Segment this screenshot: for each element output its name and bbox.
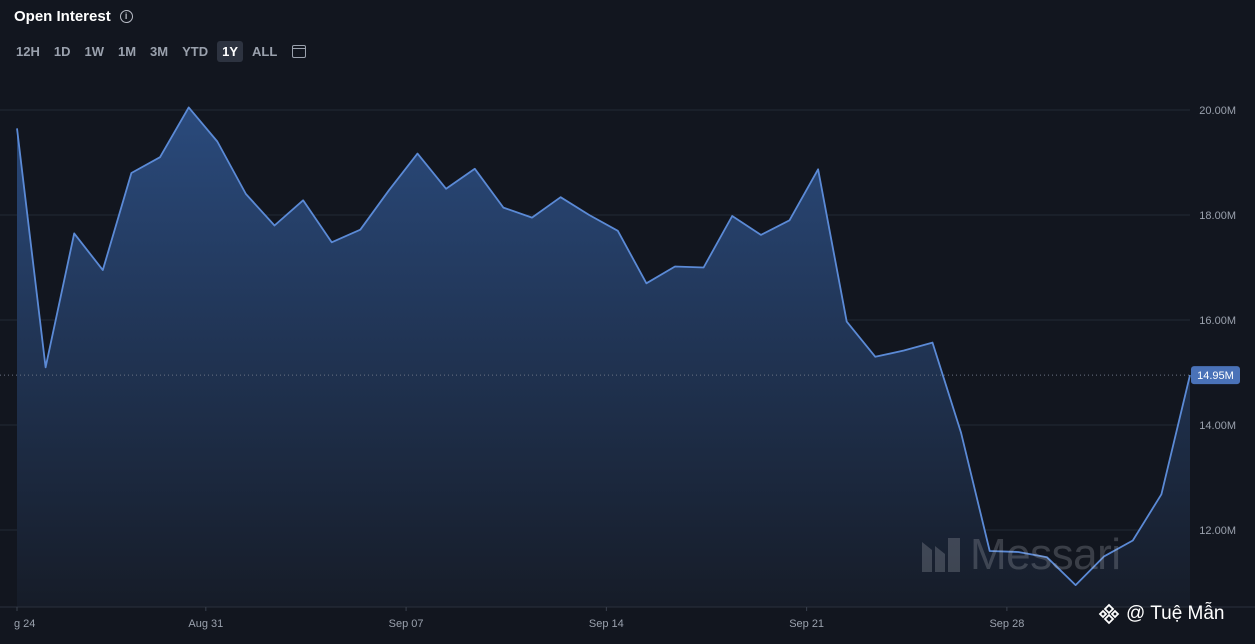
data-point	[331, 241, 333, 243]
y-tick-label: 12.00M	[1199, 525, 1236, 537]
messari-logo-icon	[922, 538, 960, 572]
info-icon[interactable]: i	[119, 10, 133, 23]
data-point	[588, 214, 590, 216]
watermark-text: Messari	[970, 530, 1121, 579]
data-point	[502, 207, 504, 209]
x-tick-label: g 24	[14, 618, 35, 630]
y-tick-label: 14.00M	[1199, 420, 1236, 432]
x-tick-label: Aug 31	[188, 618, 223, 630]
current-value-badge	[1191, 366, 1240, 385]
data-point	[846, 321, 848, 323]
area-layer	[16, 106, 1191, 608]
y-tick-label: 20.00M	[1199, 105, 1236, 117]
range-ytd-button[interactable]: YTD	[182, 44, 209, 59]
y-tick-label: 18.00M	[1199, 210, 1236, 222]
data-point	[159, 156, 161, 158]
data-point	[388, 189, 390, 191]
area-fill	[17, 107, 1190, 608]
range-12h-button[interactable]: 12H	[16, 44, 40, 59]
data-point	[932, 342, 934, 344]
credit-text: @ Tuệ Mẫn	[1126, 603, 1225, 624]
data-point	[903, 349, 905, 351]
axis-layer: 20.00M 18.00M 16.00M 14.00M 12.00M g 24 Aug 31…	[0, 105, 1255, 630]
range-1d-button[interactable]: 1D	[53, 44, 71, 59]
time-range-selector: 12H 1D 1W 1M 3M YTD 1Y ALL	[11, 41, 307, 62]
data-point	[130, 172, 132, 174]
data-point	[703, 267, 705, 269]
x-tick-label: Sep 14	[589, 618, 624, 630]
range-3m-button[interactable]: 3M	[150, 44, 169, 59]
range-1m-button[interactable]: 1M	[117, 44, 137, 59]
y-tick-label: 16.00M	[1199, 315, 1236, 327]
data-point	[817, 168, 819, 170]
data-point	[788, 219, 790, 221]
chart-header: Open Interest i	[14, 8, 133, 25]
range-1w-button[interactable]: 1W	[84, 44, 104, 59]
data-point	[45, 366, 47, 368]
x-tick-label: Sep 07	[389, 618, 424, 630]
data-point	[617, 230, 619, 232]
binance-logo-icon	[1098, 603, 1120, 625]
data-point	[417, 153, 419, 155]
x-tick-label: Sep 21	[789, 618, 824, 630]
data-point	[102, 269, 104, 271]
messari-watermark: Messari	[920, 530, 1121, 580]
data-point	[1075, 584, 1077, 586]
data-point	[445, 188, 447, 190]
data-point	[645, 282, 647, 284]
data-point	[216, 141, 218, 143]
data-point	[674, 265, 676, 267]
author-credit: @ Tuệ Mẫn	[1098, 603, 1225, 625]
series-line	[16, 106, 1191, 586]
data-point	[16, 127, 18, 129]
data-point	[531, 217, 533, 219]
range-1y-button[interactable]: 1Y	[217, 41, 244, 62]
data-point	[273, 225, 275, 227]
data-point	[960, 432, 962, 434]
badge-layer: 14.95M	[0, 366, 1240, 385]
data-point	[245, 193, 247, 195]
data-point	[731, 215, 733, 217]
data-point	[1160, 493, 1162, 495]
range-all-button[interactable]: ALL	[252, 44, 278, 59]
chart-title: Open Interest	[14, 8, 111, 25]
data-point	[1132, 540, 1134, 542]
data-point	[560, 196, 562, 198]
data-point	[302, 199, 304, 201]
data-point	[359, 229, 361, 231]
x-tick-label: Sep 28	[989, 618, 1024, 630]
current-value-label: 14.95M	[1197, 370, 1234, 382]
data-point	[874, 356, 876, 358]
data-point	[474, 168, 476, 170]
data-point	[188, 106, 190, 108]
data-point	[73, 232, 75, 234]
data-point	[760, 234, 762, 236]
calendar-icon[interactable]	[292, 45, 307, 58]
